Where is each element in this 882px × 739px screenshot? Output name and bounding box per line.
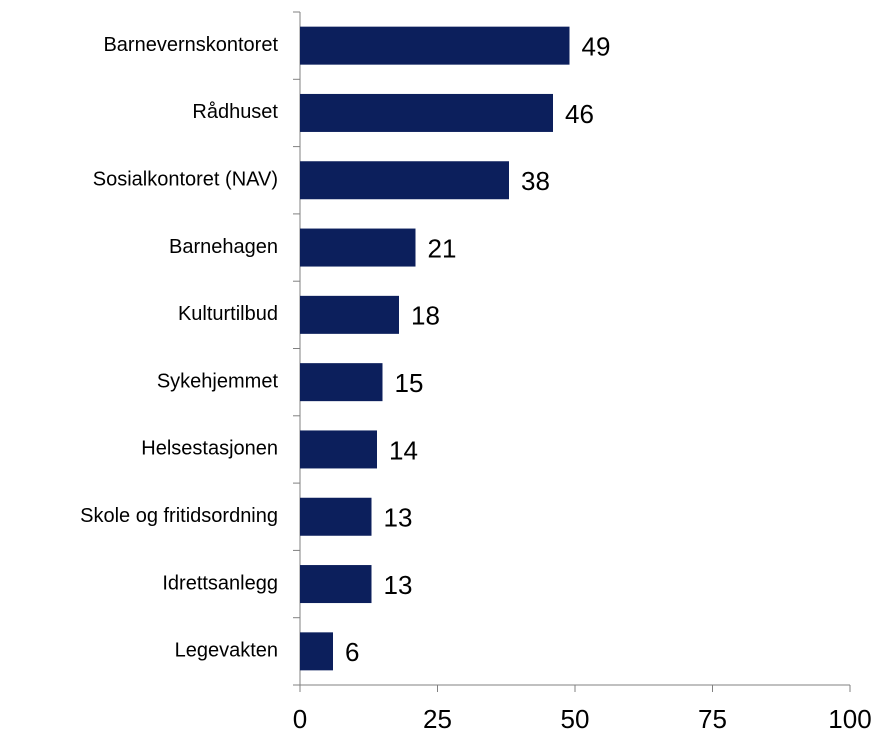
bar [300,26,570,65]
bar [300,497,372,536]
value-label: 38 [521,166,550,196]
bar [300,228,416,267]
x-tick-label: 25 [423,704,452,734]
bar [300,295,399,334]
y-tick-label: Barnehagen [169,236,278,258]
y-tick-label: Rådhuset [192,101,278,123]
value-label: 13 [384,570,413,600]
value-label: 49 [582,32,611,62]
y-tick-label: Sykehjemmet [157,370,279,392]
value-label: 21 [428,233,457,263]
x-tick-label: 50 [561,704,590,734]
value-label: 14 [389,435,418,465]
value-label: 6 [345,637,359,667]
value-label: 18 [411,301,440,331]
value-label: 15 [395,368,424,398]
y-tick-label: Legevakten [175,640,278,662]
bar [300,363,383,402]
value-label: 13 [384,503,413,533]
y-tick-label: Idrettsanlegg [162,572,278,594]
y-tick-label: Sosialkontoret (NAV) [93,169,278,191]
y-tick-label: Skole og fritidsordning [80,505,278,527]
bar [300,430,377,469]
y-tick-label: Kulturtilbud [178,303,278,325]
x-tick-label: 75 [698,704,727,734]
bar [300,565,372,604]
y-tick-label: Helsestasjonen [141,438,278,460]
x-tick-label: 100 [828,704,871,734]
x-tick-label: 0 [293,704,307,734]
y-tick-label: Barnevernskontoret [103,34,278,56]
value-label: 46 [565,99,594,129]
bar [300,161,509,200]
bar [300,93,553,132]
bar [300,632,333,671]
